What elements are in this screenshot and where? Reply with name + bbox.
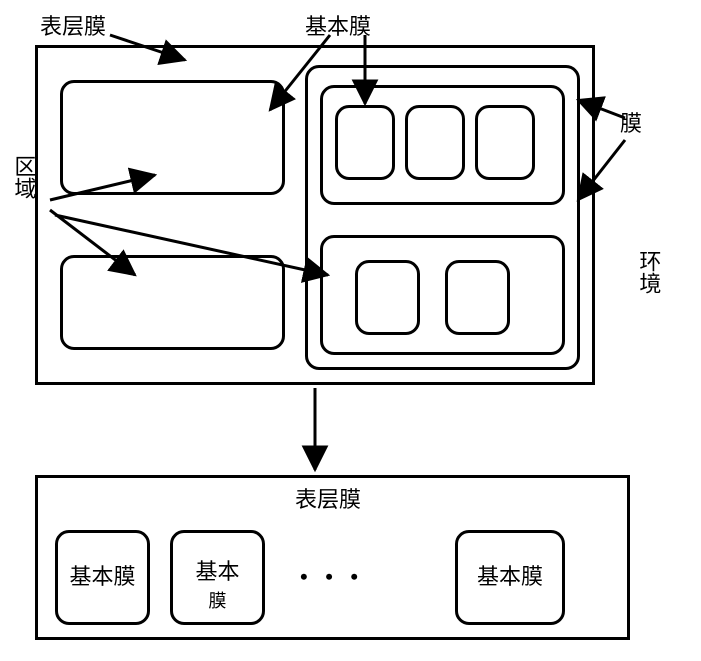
arrows-layer [0,0,701,661]
